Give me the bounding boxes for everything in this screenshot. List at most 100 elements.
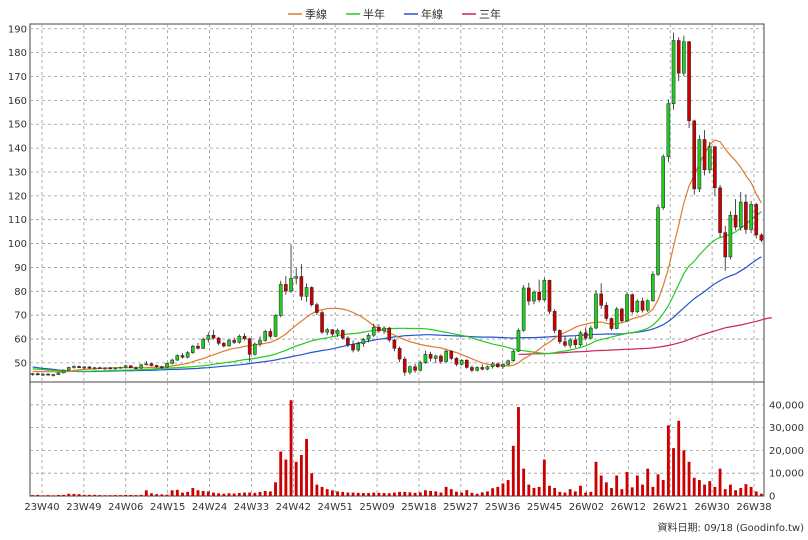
volume-bar <box>243 492 246 496</box>
candlestick <box>175 354 180 361</box>
volume-bar <box>201 490 205 496</box>
candle-body <box>418 362 423 371</box>
volume-bar <box>382 493 386 496</box>
candle-body <box>66 367 71 371</box>
volume-bar <box>103 495 107 496</box>
volume-bar <box>72 493 76 496</box>
volume-bar <box>62 494 66 496</box>
candlestick <box>418 360 423 372</box>
legend: 季線 半年 年線 三年 <box>288 7 501 21</box>
candle-body <box>139 364 143 369</box>
candlestick <box>516 328 521 352</box>
candlestick <box>521 285 526 332</box>
candlestick <box>532 290 536 305</box>
price-tick-label: 120 <box>8 191 27 202</box>
candlestick <box>165 362 169 368</box>
volume-bar <box>232 493 236 496</box>
volume-bar <box>325 489 329 496</box>
candle-body <box>253 343 257 355</box>
candle-body <box>382 327 386 332</box>
candle-body <box>707 146 712 171</box>
volume-bar <box>403 491 407 496</box>
candle-body <box>527 287 531 302</box>
volume-bar <box>630 487 634 496</box>
candlestick <box>589 325 593 340</box>
volume-bar <box>754 491 758 496</box>
candlestick <box>687 40 691 129</box>
candle-body <box>759 234 764 241</box>
x-tick-label: 26W02 <box>569 502 604 513</box>
volume-bar <box>584 492 588 496</box>
volume-bar <box>759 493 763 496</box>
candlestick <box>635 299 640 314</box>
candlestick <box>51 373 56 377</box>
volume-bar <box>361 493 365 496</box>
volume-bar <box>248 492 252 496</box>
candlestick <box>718 184 722 238</box>
candlestick <box>320 310 324 335</box>
candle-body <box>92 367 97 369</box>
price-tick-label: 70 <box>14 311 27 322</box>
volume-bar <box>191 488 195 496</box>
candlestick <box>490 361 495 369</box>
candlestick <box>547 279 552 315</box>
candlestick <box>728 211 733 260</box>
candlestick <box>697 135 702 193</box>
candlestick <box>480 364 485 371</box>
candle-body <box>713 146 717 188</box>
candlestick <box>237 334 242 344</box>
candlestick <box>118 366 123 369</box>
candle-body <box>330 329 335 335</box>
candle-body <box>495 363 500 367</box>
volume-bar <box>82 494 86 496</box>
candlestick <box>289 244 293 293</box>
volume-bar <box>341 491 345 496</box>
volume-bar <box>237 493 241 496</box>
candlestick <box>661 154 666 210</box>
volume-bar <box>455 491 458 496</box>
candle-body <box>170 359 174 364</box>
candle-body <box>185 352 190 358</box>
candle-body <box>444 350 448 362</box>
candlestick <box>645 299 650 312</box>
candlestick <box>620 307 624 323</box>
candlestick <box>744 194 748 234</box>
volume-bar <box>165 494 169 496</box>
volume-bar <box>279 451 283 496</box>
candle-body <box>480 367 485 370</box>
candlestick <box>651 271 655 302</box>
candle-body <box>645 300 650 311</box>
volume-bar <box>548 485 551 496</box>
price-tick-label: 130 <box>8 167 27 178</box>
volume-bar <box>486 491 489 496</box>
candle-body <box>103 367 107 370</box>
candlestick <box>325 328 330 336</box>
candlestick <box>170 358 174 365</box>
x-tick-label: 26W12 <box>611 502 646 513</box>
candlestick <box>578 330 583 347</box>
volume-bar <box>108 495 112 496</box>
price-tick-label: 140 <box>8 144 27 155</box>
volume-bar <box>744 484 748 496</box>
candle-body <box>392 339 397 349</box>
candlestick <box>103 367 107 370</box>
candle-body <box>366 334 371 340</box>
candlestick <box>139 363 143 369</box>
volume-bar <box>253 492 257 496</box>
candlestick <box>191 344 195 354</box>
candlestick <box>278 280 283 318</box>
candlestick <box>614 307 619 330</box>
candlestick <box>56 372 61 376</box>
candlestick <box>609 317 614 331</box>
volume-bar <box>610 488 613 496</box>
candle-body <box>273 315 278 337</box>
volume-bar <box>656 474 660 496</box>
volume-bar <box>222 493 226 496</box>
candle-body <box>501 364 505 367</box>
candlestick <box>459 359 464 366</box>
volume-bar <box>496 486 500 496</box>
volume-bar <box>258 491 262 496</box>
candlestick <box>671 32 676 110</box>
volume-bar <box>687 461 691 496</box>
volume-bar <box>599 475 603 496</box>
